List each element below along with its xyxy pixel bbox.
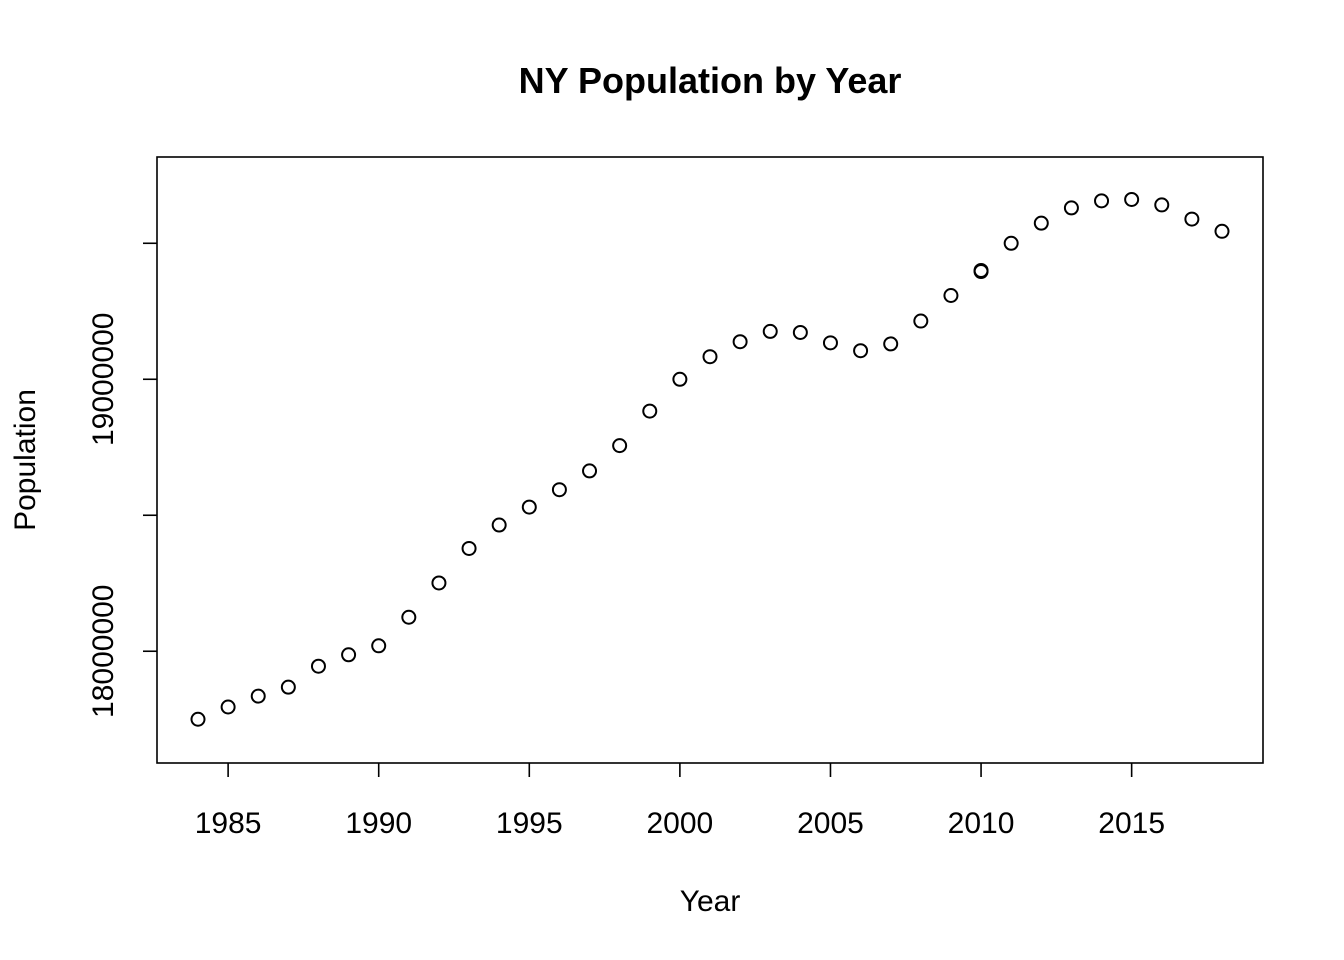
- x-tick-label: 1990: [345, 807, 412, 840]
- data-point: [461, 540, 477, 556]
- data-point: [672, 371, 688, 387]
- data-point: [1124, 191, 1140, 207]
- data-point: [642, 403, 658, 419]
- data-point: [431, 575, 447, 591]
- data-point: [943, 287, 959, 303]
- data-point: [310, 658, 326, 674]
- y-axis-label: Population: [9, 389, 42, 531]
- x-axis-label: Year: [680, 885, 741, 918]
- data-point: [491, 517, 507, 533]
- data-point: [973, 262, 989, 278]
- y-tick-label: 18000000: [87, 585, 120, 718]
- data-point: [612, 438, 628, 454]
- data-points: [190, 191, 1230, 727]
- chart-title: NY Population by Year: [519, 60, 902, 101]
- data-point: [853, 343, 869, 359]
- y-axis: 18000000 19000000: [87, 242, 157, 718]
- data-point: [371, 638, 387, 654]
- y-tick-label: 19000000: [87, 313, 120, 446]
- data-point: [582, 463, 598, 479]
- data-point: [551, 482, 567, 498]
- x-tick-label: 1985: [195, 807, 262, 840]
- x-tick-label: 2010: [948, 807, 1015, 840]
- data-point: [1184, 211, 1200, 227]
- data-point: [732, 334, 748, 350]
- data-point: [913, 313, 929, 329]
- data-point: [521, 499, 537, 515]
- data-point: [280, 679, 296, 695]
- data-point: [401, 609, 417, 625]
- data-point: [1154, 197, 1170, 213]
- data-point: [341, 647, 357, 663]
- data-point: [1214, 223, 1230, 239]
- data-point: [702, 349, 718, 365]
- data-point: [1003, 235, 1019, 251]
- data-point: [190, 711, 206, 727]
- x-tick-label: 2005: [797, 807, 864, 840]
- x-tick-label: 2000: [647, 807, 714, 840]
- data-point: [1033, 215, 1049, 231]
- x-axis: 1985 1990 1995 2000 2005 2010 2015: [195, 763, 1165, 840]
- data-point: [1094, 193, 1110, 209]
- data-point: [792, 324, 808, 340]
- data-point: [883, 336, 899, 352]
- x-tick-label: 1995: [496, 807, 563, 840]
- data-point: [822, 335, 838, 351]
- x-tick-label: 2015: [1098, 807, 1165, 840]
- data-point: [762, 323, 778, 339]
- data-point: [250, 688, 266, 704]
- plot-frame: [156, 156, 1264, 764]
- data-point: [220, 699, 236, 715]
- data-point: [1063, 200, 1079, 216]
